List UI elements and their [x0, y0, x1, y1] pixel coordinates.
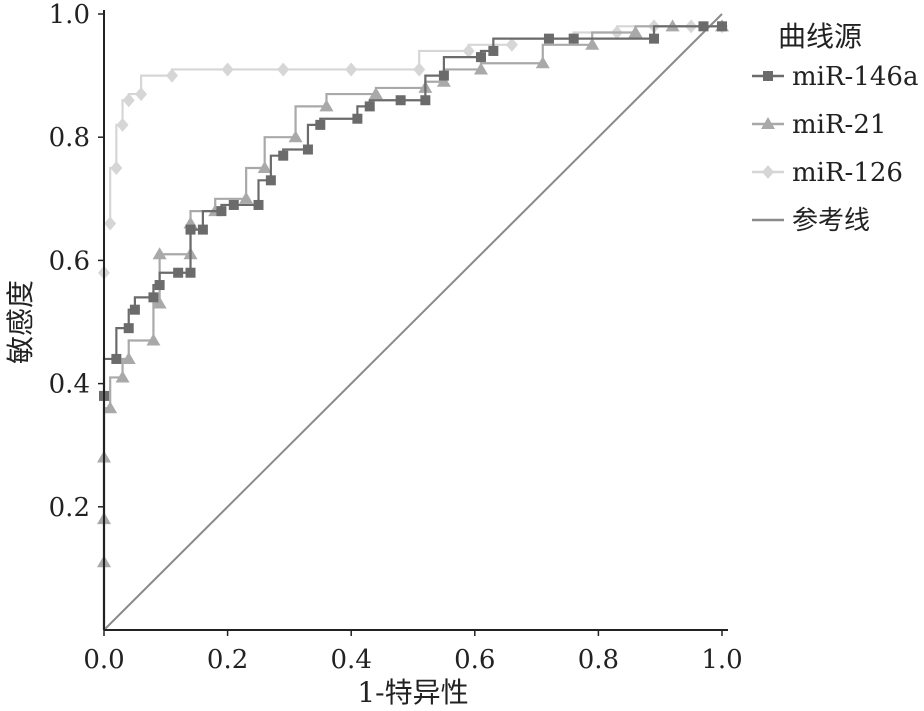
- data-point-miR-21: [115, 370, 130, 383]
- x-tick-label: 0.0: [83, 645, 124, 675]
- data-point-miR-146a: [395, 95, 406, 106]
- legend-entry: miR-126: [752, 158, 903, 188]
- legend-label: miR-21: [792, 110, 886, 140]
- data-point-miR-146a: [265, 175, 276, 186]
- data-point-miR-146a: [543, 33, 554, 44]
- data-point-miR-21: [628, 25, 643, 38]
- y-tick-label: 0.6: [49, 246, 90, 276]
- y-tick-label: 0.2: [49, 493, 90, 523]
- legend-marker: [762, 165, 774, 179]
- data-point-miR-126: [122, 93, 135, 108]
- series-line-miR-21: [102, 25, 722, 630]
- x-tick-label: 0.4: [331, 645, 372, 675]
- data-point-miR-126: [221, 62, 234, 77]
- data-point-miR-146a: [185, 267, 196, 278]
- series-line-miR-146a: [102, 25, 722, 630]
- data-point-miR-21: [288, 130, 303, 143]
- data-point-miR-126: [462, 43, 475, 58]
- data-point-miR-21: [473, 62, 488, 75]
- data-point-miR-126: [135, 87, 148, 102]
- legend-title: 曲线源: [778, 20, 862, 53]
- data-point-miR-146a: [154, 280, 165, 291]
- data-point-miR-21: [146, 333, 161, 346]
- data-point-miR-146a: [364, 101, 375, 112]
- data-point-miR-21: [121, 351, 136, 364]
- ticks-layer: 0.0 0.2 0.4 0.6 0.8 1.0 0.2 0.4 0.6 0.8 1.0: [49, 0, 743, 675]
- data-point-miR-146a: [216, 206, 227, 217]
- legend-label: miR-126: [792, 158, 903, 188]
- data-point-miR-146a: [129, 304, 140, 315]
- data-point-miR-126: [110, 161, 123, 175]
- data-point-miR-146a: [649, 33, 660, 44]
- y-tick-label: 0.4: [49, 370, 90, 400]
- data-point-miR-146a: [148, 292, 159, 303]
- y-tick-label: 1.0: [49, 0, 90, 30]
- x-tick-label: 0.6: [454, 645, 495, 675]
- series-miR-21: [97, 19, 729, 630]
- data-point-miR-146a: [278, 150, 289, 161]
- series-miR-126: [98, 19, 728, 630]
- data-point-miR-146a: [185, 224, 196, 235]
- data-point-miR-146a: [173, 267, 184, 278]
- x-tick-label: 0.2: [207, 645, 248, 675]
- data-point-miR-126: [413, 62, 426, 77]
- legend-label: miR-146a: [792, 62, 918, 92]
- data-point-miR-21: [368, 87, 383, 100]
- data-point-miR-146a: [717, 21, 727, 32]
- data-point-miR-146a: [302, 144, 313, 155]
- data-point-miR-146a: [111, 353, 122, 364]
- data-point-miR-146a: [315, 119, 326, 130]
- data-point-miR-146a: [488, 45, 499, 56]
- data-point-miR-146a: [123, 323, 134, 334]
- legend-entry: miR-146a: [752, 62, 918, 92]
- legend-entry: 参考线: [752, 206, 870, 236]
- x-axis-title: 1-特异性: [357, 676, 468, 709]
- data-point-miR-21: [319, 99, 334, 112]
- data-point-miR-21: [257, 161, 272, 173]
- y-tick-label: 0.8: [49, 123, 90, 153]
- data-point-miR-21: [535, 56, 550, 69]
- data-point-miR-126: [505, 37, 518, 52]
- x-tick-label: 1.0: [701, 645, 742, 675]
- data-point-miR-21: [239, 191, 254, 204]
- data-point-miR-146a: [698, 21, 709, 32]
- data-point-miR-146a: [420, 95, 431, 106]
- data-point-miR-146a: [228, 199, 239, 210]
- data-point-miR-21: [152, 247, 167, 260]
- legend-entry: miR-21: [752, 110, 886, 140]
- data-point-miR-146a: [568, 33, 579, 44]
- data-point-miR-126: [116, 117, 129, 132]
- legend-marker: [761, 117, 775, 129]
- series-miR-146a: [99, 21, 727, 630]
- data-point-miR-146a: [475, 52, 486, 63]
- x-tick-label: 0.8: [578, 645, 619, 675]
- data-point-miR-126: [104, 216, 117, 231]
- y-axis-title: 敏感度: [4, 280, 37, 364]
- data-point-miR-126: [345, 62, 358, 77]
- data-point-miR-21: [103, 401, 118, 414]
- data-point-miR-21: [152, 296, 167, 309]
- data-point-miR-146a: [438, 70, 449, 81]
- reference-line: [103, 13, 723, 631]
- series-line-miR-126: [102, 25, 722, 630]
- data-point-miR-21: [585, 37, 600, 50]
- data-point-miR-146a: [352, 113, 363, 124]
- data-point-miR-146a: [253, 199, 264, 210]
- legend-label: 参考线: [792, 206, 870, 236]
- data-point-miR-146a: [197, 224, 208, 235]
- data-point-miR-21: [436, 74, 451, 87]
- legend: 曲线源 miR-146a miR-21 miR-126 参考线: [752, 20, 918, 236]
- axes-layer: [103, 10, 728, 631]
- data-point-miR-126: [277, 62, 290, 77]
- legend-marker: [763, 71, 773, 81]
- series-layer: [97, 13, 729, 631]
- series-参考线: [103, 13, 723, 631]
- data-point-miR-126: [165, 68, 178, 83]
